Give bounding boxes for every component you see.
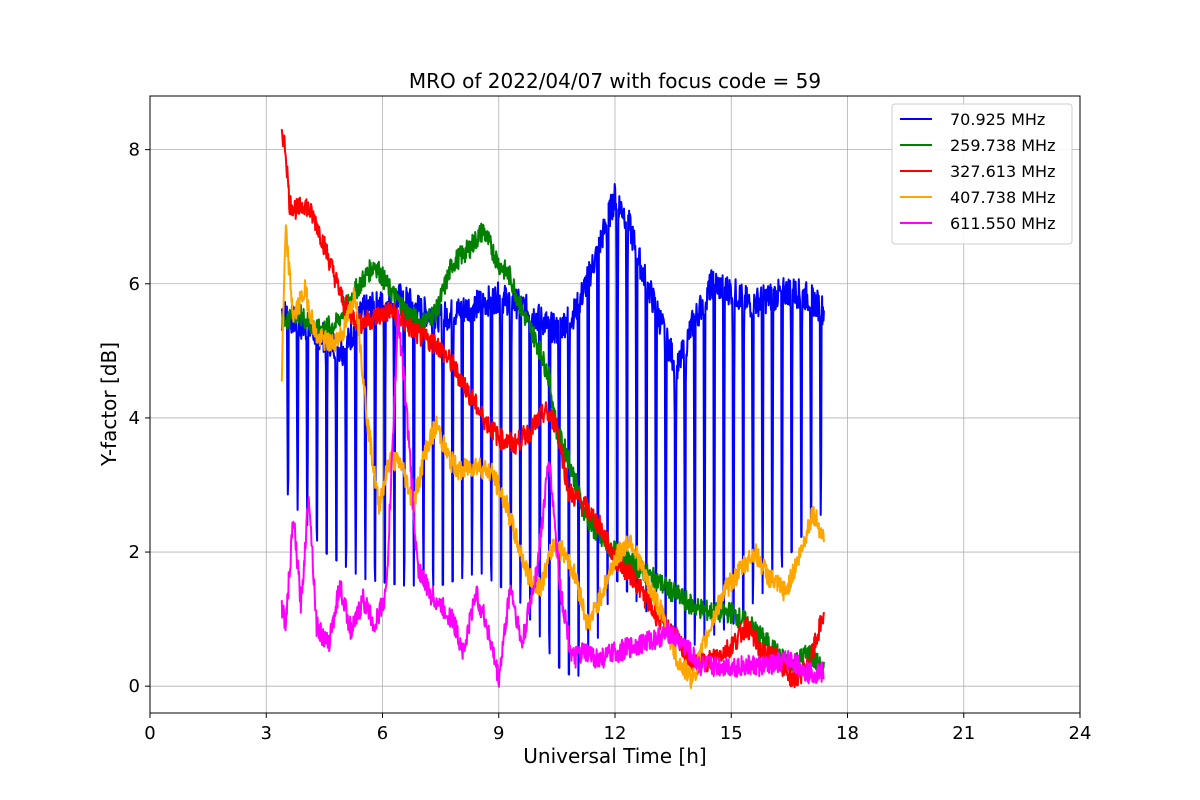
- y-tick-label: 8: [129, 140, 140, 161]
- x-tick-label: 0: [144, 723, 155, 744]
- legend-label: 70.925 MHz: [950, 110, 1045, 129]
- x-tick-label: 24: [1069, 723, 1092, 744]
- series-line: [280, 309, 825, 688]
- y-axis-label: Y-factor [dB]: [97, 342, 121, 467]
- series-layer: [280, 129, 825, 689]
- x-tick-label: 12: [604, 723, 627, 744]
- x-tick-label: 18: [836, 723, 859, 744]
- legend-box: [891, 103, 1073, 245]
- y-tick-label: 4: [129, 408, 140, 429]
- legend-label: 611.550 MHz: [950, 214, 1055, 233]
- series-line: [280, 222, 825, 677]
- legend-label: 327.613 MHz: [950, 162, 1055, 181]
- series-line: [280, 183, 825, 677]
- legend-label: 407.738 MHz: [950, 188, 1055, 207]
- y-tick-label: 2: [129, 542, 140, 563]
- x-tick-label: 9: [493, 723, 504, 744]
- legend: 70.925 MHz 259.738 MHz 327.613 MHz 407.738 …: [891, 103, 1073, 245]
- x-tick-label: 6: [377, 723, 388, 744]
- x-tick-label: 21: [952, 723, 975, 744]
- x-tick-label: 15: [720, 723, 743, 744]
- x-tick-label: 3: [261, 723, 272, 744]
- series-line: [280, 129, 825, 689]
- legend-label: 259.738 MHz: [950, 136, 1055, 155]
- chart-title: MRO of 2022/04/07 with focus code = 59: [409, 69, 821, 93]
- y-tick-label: 0: [129, 676, 140, 697]
- x-axis-label: Universal Time [h]: [523, 744, 706, 768]
- y-tick-label: 6: [129, 274, 140, 295]
- series-line: [280, 224, 825, 689]
